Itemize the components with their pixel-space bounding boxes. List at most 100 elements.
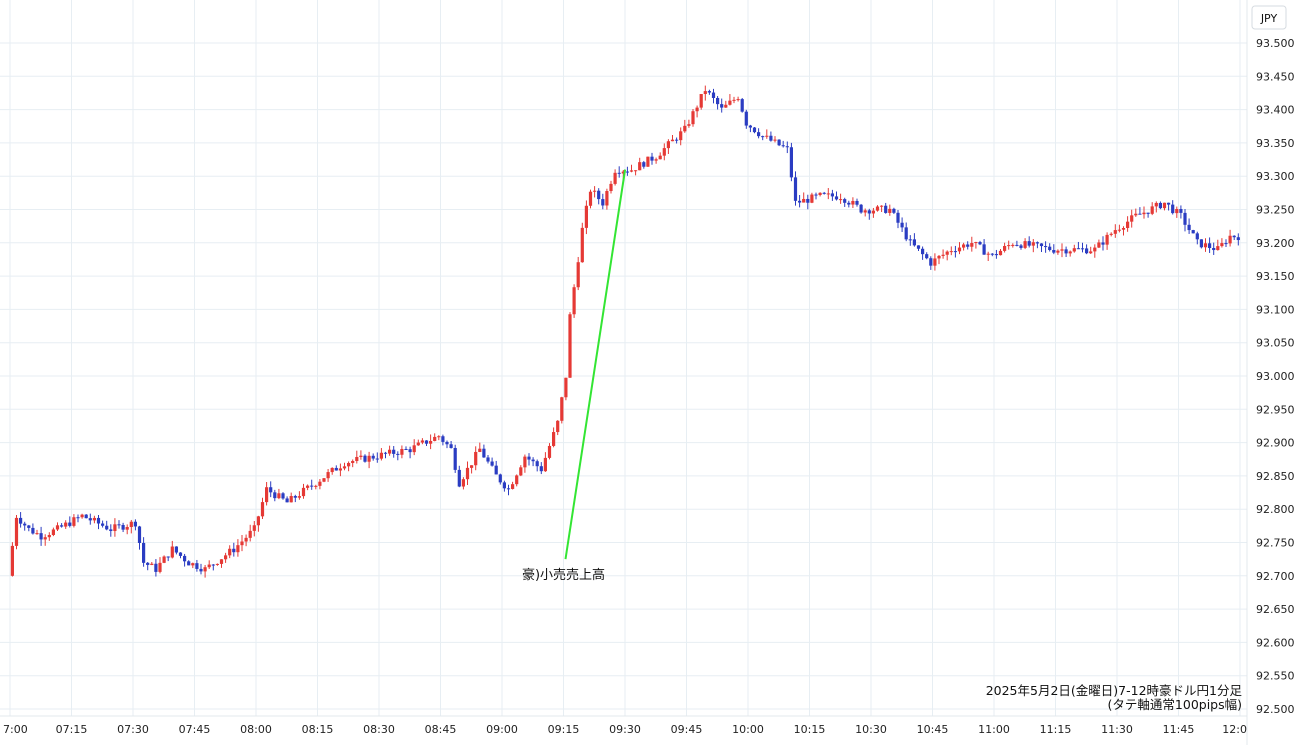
candle-body <box>617 172 621 174</box>
candle-body <box>453 447 457 470</box>
candle-body <box>650 156 654 161</box>
candle-body <box>105 525 109 530</box>
candle-body <box>19 517 23 524</box>
x-tick-label: 07:45 <box>179 723 211 736</box>
candle-body <box>777 139 781 146</box>
candle-body <box>994 254 998 256</box>
y-tick-label: 92.950 <box>1256 403 1295 416</box>
candle-body <box>859 204 863 213</box>
candle-body <box>490 461 494 466</box>
candle-body <box>1044 246 1048 248</box>
y-tick-label: 93.350 <box>1256 137 1295 150</box>
candle-body <box>256 516 260 526</box>
candle-body <box>441 436 445 442</box>
candle-body <box>1126 221 1130 229</box>
candle-body <box>478 448 482 452</box>
candle-body <box>146 562 150 565</box>
candle-body <box>84 514 88 519</box>
candle-body <box>945 251 949 255</box>
candle-body <box>707 91 711 93</box>
y-tick-label: 93.500 <box>1256 37 1295 50</box>
candle-body <box>1101 242 1105 245</box>
candle-body <box>1011 244 1015 246</box>
x-tick-label: 7:00 <box>3 723 28 736</box>
candle-body <box>244 537 248 542</box>
candle-body <box>101 523 105 526</box>
candle-body <box>412 445 416 453</box>
candle-body <box>342 466 347 469</box>
candle-body <box>716 97 720 105</box>
candle-body <box>252 525 256 531</box>
y-tick-label: 93.150 <box>1256 270 1295 283</box>
candle-body <box>789 147 793 178</box>
candle-body <box>588 191 593 206</box>
candle-body <box>429 440 433 444</box>
candle-body <box>679 131 683 141</box>
candle-body <box>482 448 486 458</box>
x-tick-label: 09:00 <box>486 723 518 736</box>
candle-body <box>1056 250 1060 253</box>
candle-body <box>1019 245 1023 248</box>
candle-body <box>892 208 896 213</box>
candle-body <box>23 523 27 526</box>
candle-body <box>162 556 166 563</box>
candle-body <box>388 449 392 454</box>
candle-body <box>990 253 994 255</box>
candle-body <box>1007 245 1011 247</box>
candle-body <box>966 244 970 247</box>
candle-body <box>199 568 203 572</box>
candle-body <box>511 484 515 489</box>
candle-body <box>1220 243 1224 247</box>
candle-body <box>96 517 101 524</box>
candle-body <box>465 467 470 480</box>
y-tick-label: 93.250 <box>1256 204 1295 217</box>
candle-body <box>1023 241 1027 248</box>
candle-body <box>277 493 281 499</box>
candle-body <box>297 496 301 498</box>
candle-body <box>687 124 691 126</box>
candle-body <box>752 127 757 133</box>
candle-body <box>170 546 174 558</box>
candle-body <box>494 465 498 475</box>
candle-body <box>785 146 789 148</box>
candle-body <box>232 548 236 553</box>
candle-body <box>396 453 400 455</box>
candle-body <box>642 162 646 167</box>
candle-body <box>851 200 855 205</box>
candle-body <box>912 239 916 246</box>
x-tick-label: 08:15 <box>302 723 334 736</box>
candle-body <box>806 198 810 203</box>
x-tick-label: 08:45 <box>425 723 457 736</box>
candle-body <box>326 472 330 479</box>
candle-body <box>621 171 625 174</box>
x-tick-label: 11:45 <box>1163 723 1195 736</box>
candle-body <box>683 125 687 132</box>
candle-body <box>285 498 289 503</box>
candle-body <box>523 456 527 468</box>
candle-body <box>900 222 904 228</box>
x-tick-label: 09:15 <box>548 723 580 736</box>
candle-body <box>371 455 375 459</box>
candle-body <box>834 196 839 200</box>
candle-body <box>888 208 892 213</box>
candle-body <box>334 467 338 471</box>
candle-body <box>306 485 310 488</box>
candle-body <box>974 242 978 244</box>
candle-body <box>896 212 900 223</box>
candle-body <box>646 156 650 167</box>
candle-body <box>351 460 355 463</box>
candle-body <box>1142 212 1146 215</box>
candle-body <box>383 452 388 454</box>
candle-body <box>1064 249 1068 254</box>
candle-body <box>424 440 429 444</box>
candle-body <box>80 514 84 518</box>
candle-body <box>757 132 761 137</box>
y-tick-label: 92.850 <box>1256 470 1295 483</box>
candle-body <box>765 135 769 137</box>
candle-body <box>486 457 490 462</box>
x-tick-label: 11:00 <box>978 723 1010 736</box>
candle-body <box>1117 229 1121 231</box>
candle-body <box>843 199 847 203</box>
candle-body <box>748 125 752 128</box>
